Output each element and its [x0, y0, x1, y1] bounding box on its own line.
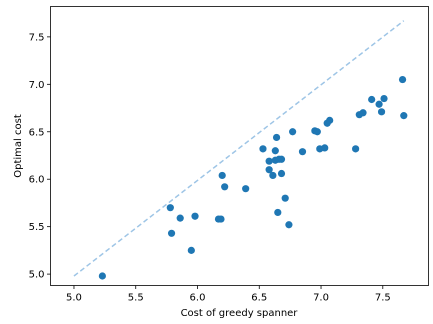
data-point [298, 148, 307, 156]
data-point [269, 171, 277, 180]
data-point [352, 145, 360, 153]
x-tick-label: 7.0 [313, 293, 329, 304]
data-point [313, 128, 321, 136]
y-tick-label: 6.0 [29, 175, 45, 186]
data-point [277, 155, 286, 163]
y-axis: 5.0 5.5 6.0 6.5 7.0 7.5 [29, 32, 51, 281]
data-point [242, 185, 250, 193]
data-point [321, 144, 329, 152]
x-tick-label: 7.5 [375, 293, 391, 304]
data-points [98, 75, 408, 280]
data-point [265, 166, 273, 174]
data-point [166, 204, 174, 212]
data-point [191, 212, 199, 220]
y-tick-label: 5.0 [29, 270, 45, 281]
data-point [271, 147, 279, 155]
data-point [274, 208, 282, 217]
data-point [375, 100, 383, 108]
data-point [359, 109, 367, 117]
x-tick-label: 5.0 [66, 293, 82, 304]
data-point [259, 145, 267, 153]
y-tick-label: 6.5 [29, 127, 45, 138]
data-point [380, 94, 388, 103]
data-point [277, 169, 286, 178]
data-point [221, 183, 229, 191]
data-point [218, 171, 226, 180]
data-point [217, 215, 225, 223]
x-tick-label: 6.5 [251, 293, 267, 304]
data-point [289, 128, 297, 136]
y-axis-label: Optimal cost [13, 114, 24, 178]
data-point [368, 95, 376, 104]
x-axis: 5.0 5.5 6.0 6.5 7.0 7.5 [66, 285, 391, 304]
data-point [187, 246, 195, 254]
data-point [281, 194, 289, 202]
plot-frame [50, 6, 429, 286]
y-tick-label: 7.5 [29, 32, 45, 43]
data-point [400, 112, 408, 120]
data-point [326, 116, 334, 124]
reference-line [73, 20, 405, 277]
x-tick-label: 6.0 [190, 293, 206, 304]
x-tick-label: 5.5 [128, 293, 144, 304]
data-point [377, 108, 386, 116]
x-axis-label: Cost of greedy spanner [181, 308, 299, 319]
y-tick-label: 5.5 [29, 222, 45, 233]
data-point [272, 133, 281, 142]
data-point [176, 214, 184, 222]
data-point [285, 221, 293, 229]
data-point [265, 157, 273, 165]
data-point [167, 229, 176, 237]
data-point [98, 272, 106, 280]
y-tick-label: 7.0 [29, 80, 45, 91]
data-point [398, 75, 407, 84]
